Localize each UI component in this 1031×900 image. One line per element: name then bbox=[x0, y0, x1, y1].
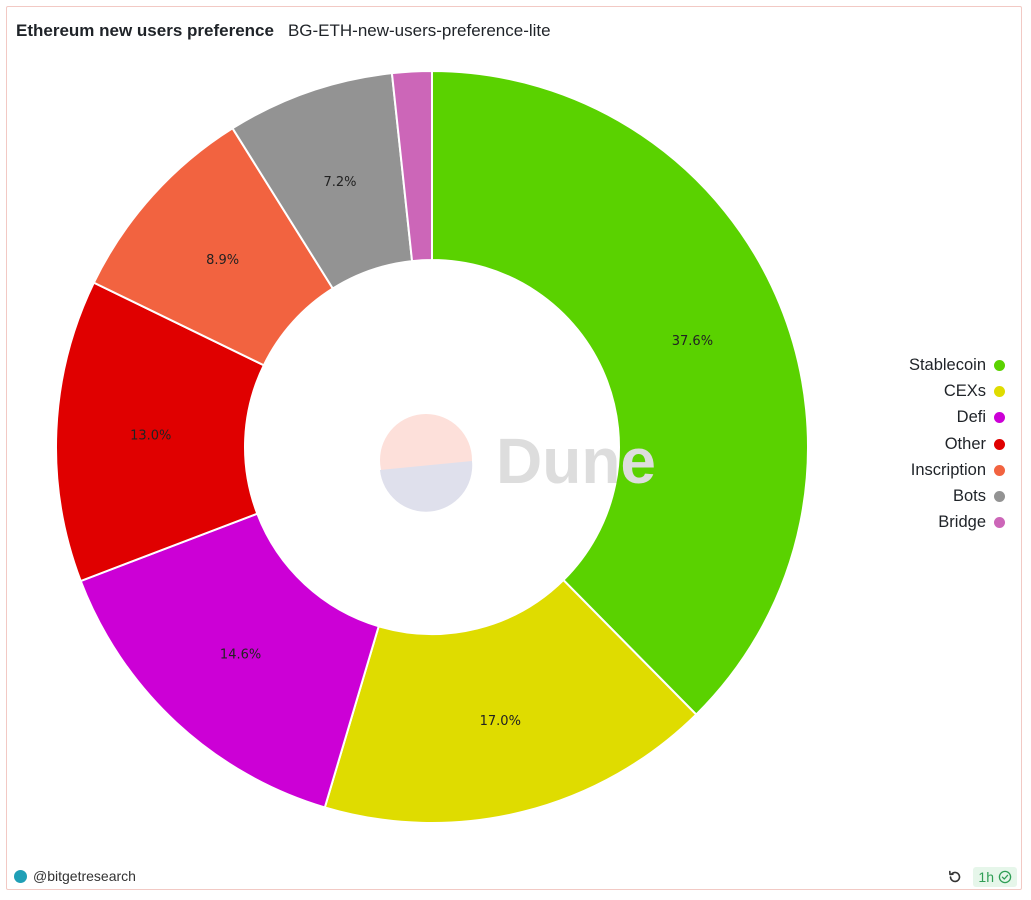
legend-item-stablecoin[interactable]: Stablecoin bbox=[909, 352, 1005, 378]
legend-item-bots[interactable]: Bots bbox=[909, 483, 1005, 509]
footer-status: 1h bbox=[947, 867, 1017, 887]
slice-label-inscription: 8.9% bbox=[206, 253, 239, 268]
legend-label: Other bbox=[944, 434, 986, 453]
slice-label-bots: 7.2% bbox=[323, 175, 356, 190]
legend-swatch bbox=[994, 359, 1005, 371]
legend-label: Stablecoin bbox=[908, 355, 986, 374]
slice-stablecoin[interactable] bbox=[431, 69, 809, 716]
slice-label-defi: 14.6% bbox=[220, 647, 261, 662]
slice-other[interactable] bbox=[55, 281, 266, 583]
legend-item-other[interactable]: Other bbox=[909, 431, 1005, 457]
legend-item-defi[interactable]: Defi bbox=[909, 405, 1005, 431]
dune-watermark: Dune bbox=[380, 414, 656, 512]
legend-item-bridge[interactable]: Bridge bbox=[909, 510, 1005, 536]
slice-labels: 37.6% 17.0% 14.6% 13.0% 8.9% 7.2% bbox=[130, 175, 713, 729]
bitget-avatar-icon bbox=[14, 869, 27, 883]
legend-label: Defi bbox=[956, 408, 986, 427]
legend-swatch bbox=[994, 491, 1005, 503]
legend-label: Inscription bbox=[910, 460, 986, 479]
donut-slices bbox=[55, 69, 809, 824]
legend-swatch bbox=[994, 385, 1005, 397]
chart-legend: Stablecoin CEXs Defi Other Inscription Bots Br… bbox=[909, 352, 1005, 536]
slice-cexs[interactable] bbox=[323, 578, 698, 824]
chart-title: Ethereum new users preference bbox=[16, 21, 274, 40]
slice-label-cexs: 17.0% bbox=[480, 714, 521, 729]
legend-item-cexs[interactable]: CEXs bbox=[909, 378, 1005, 404]
refresh-interval-badge[interactable]: 1h bbox=[973, 867, 1017, 887]
slice-bridge[interactable] bbox=[390, 69, 433, 263]
author-name[interactable]: @bitgetresearch bbox=[33, 868, 136, 884]
legend-label: Bridge bbox=[938, 513, 986, 532]
check-circle-icon bbox=[998, 870, 1012, 884]
query-name[interactable]: BG-ETH-new-users-preference-lite bbox=[287, 21, 551, 40]
legend-item-inscription[interactable]: Inscription bbox=[909, 457, 1005, 483]
refresh-icon[interactable] bbox=[947, 869, 963, 885]
slice-defi[interactable] bbox=[79, 512, 380, 809]
legend-label: Bots bbox=[952, 487, 986, 506]
watermark-logo-lower-icon bbox=[380, 461, 473, 512]
chart-header: Ethereum new users preference BG-ETH-new… bbox=[16, 21, 551, 41]
legend-swatch bbox=[994, 517, 1005, 529]
legend-swatch bbox=[994, 412, 1005, 424]
refresh-interval: 1h bbox=[978, 869, 994, 885]
watermark-text: Dune bbox=[496, 425, 656, 497]
author-credit[interactable]: @bitgetresearch bbox=[14, 868, 136, 884]
legend-label: CEXs bbox=[943, 381, 986, 400]
slice-label-stablecoin: 37.6% bbox=[672, 334, 713, 349]
legend-swatch bbox=[994, 464, 1005, 476]
slice-label-other: 13.0% bbox=[130, 429, 171, 444]
legend-swatch bbox=[994, 438, 1005, 450]
